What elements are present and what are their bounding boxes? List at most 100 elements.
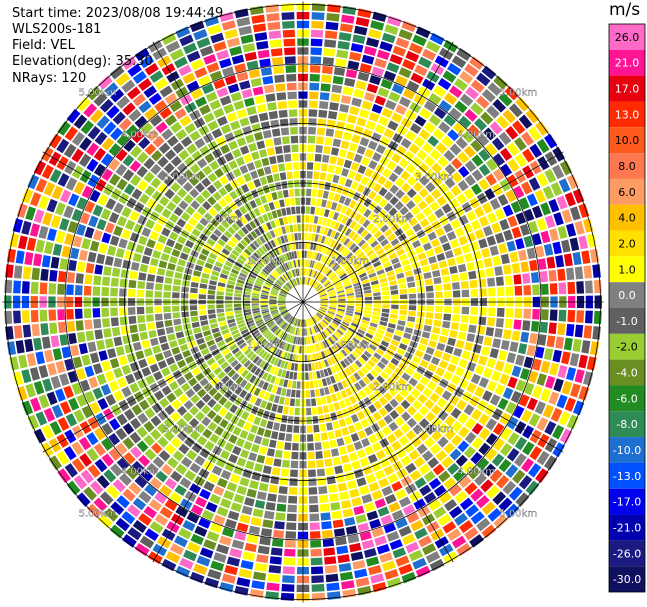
ppi-gate — [65, 413, 78, 427]
ppi-gate — [108, 212, 120, 224]
ppi-gate — [249, 395, 257, 405]
ppi-gate — [338, 296, 346, 300]
ppi-gate — [63, 446, 77, 461]
ppi-gate — [259, 418, 268, 428]
ppi-gate — [332, 383, 340, 393]
ppi-gate — [180, 305, 189, 312]
ppi-gate — [449, 107, 462, 120]
ppi-gate — [311, 233, 316, 242]
ppi-gate — [200, 248, 210, 256]
ppi-gate — [356, 251, 365, 259]
ppi-gate — [492, 491, 507, 506]
ppi-gate — [263, 283, 272, 289]
ppi-gate — [417, 305, 426, 312]
ppi-gate — [470, 288, 479, 297]
ppi-gate — [244, 285, 253, 290]
ppi-gate — [354, 334, 362, 341]
ppi-gate — [396, 348, 406, 356]
ppi-gate — [113, 257, 123, 268]
ppi-gate — [390, 339, 400, 347]
ppi-gate — [393, 165, 404, 176]
ppi-gate — [475, 334, 484, 345]
ppi-gate — [84, 274, 93, 285]
ppi-gate — [71, 382, 83, 396]
ppi-gate — [44, 349, 54, 363]
ppi-gate — [301, 277, 303, 285]
ppi-gate — [458, 235, 468, 246]
ppi-gate — [125, 219, 136, 231]
ppi-gate — [234, 293, 242, 297]
ppi-gate — [268, 155, 277, 165]
ppi-gate — [122, 488, 136, 502]
ppi-gate — [352, 403, 361, 413]
ppi-gate — [505, 308, 514, 318]
ppi-gate — [366, 268, 375, 275]
ppi-gate — [249, 220, 257, 229]
ppi-gate — [399, 310, 408, 316]
ppi-gate — [393, 382, 403, 392]
ppi-gate — [295, 268, 299, 277]
ppi-gate — [395, 555, 410, 567]
ppi-gate — [309, 260, 313, 268]
ppi-gate — [357, 522, 370, 533]
ppi-gate — [450, 185, 462, 197]
ppi-gate — [392, 45, 407, 57]
ppi-gate — [104, 222, 115, 234]
ppi-gate — [243, 348, 252, 356]
ppi-gate — [278, 297, 286, 300]
ppi-gate — [539, 321, 549, 334]
ppi-gate — [246, 362, 255, 371]
range-ring-label: 4.00km — [121, 466, 159, 477]
ppi-gate — [92, 204, 104, 217]
ppi-gate — [324, 328, 331, 336]
ppi-gate — [417, 343, 427, 352]
ppi-gate — [474, 364, 485, 376]
range-ring-label: 4.00km — [457, 130, 495, 141]
ppi-gate — [276, 318, 283, 324]
ppi-gate — [134, 475, 148, 489]
ppi-gate — [152, 250, 162, 259]
ppi-gate — [246, 279, 254, 285]
ppi-gate — [338, 149, 348, 158]
ppi-gate — [256, 554, 269, 564]
ppi-gate — [246, 337, 254, 344]
ppi-gate — [372, 216, 381, 225]
ppi-gate — [190, 281, 199, 288]
ppi-gate — [454, 490, 468, 504]
colorbar-swatch — [609, 230, 645, 257]
ppi-gate — [465, 86, 480, 100]
ppi-gate — [376, 248, 385, 256]
ppi-gate — [119, 288, 127, 297]
ppi-gate — [176, 418, 187, 429]
ppi-gate — [285, 370, 290, 379]
ppi-gate — [363, 310, 372, 315]
ppi-gate — [253, 416, 262, 426]
ppi-gate — [305, 268, 308, 276]
ppi-gate — [338, 32, 352, 42]
ppi-gate — [219, 273, 228, 280]
ppi-gate — [265, 502, 276, 511]
ppi-gate — [175, 565, 191, 578]
ppi-gate — [335, 266, 342, 274]
ppi-gate — [528, 413, 541, 427]
ppi-gate — [522, 320, 531, 331]
ppi-gate — [337, 223, 345, 232]
ppi-gate — [130, 333, 140, 343]
ppi-gate — [454, 513, 468, 526]
ppi-gate — [256, 168, 265, 177]
ppi-gate — [50, 375, 62, 389]
ppi-gate — [311, 270, 316, 278]
ppi-gate — [246, 488, 257, 498]
ppi-gate — [278, 320, 285, 327]
ppi-gate — [269, 39, 282, 48]
ppi-gate — [297, 363, 302, 372]
ppi-gate — [270, 309, 278, 314]
ppi-gate — [297, 372, 301, 380]
ppi-gate — [416, 286, 425, 293]
ppi-gate — [223, 490, 235, 501]
ppi-gate — [422, 242, 432, 251]
ppi-gate — [138, 513, 152, 526]
ppi-gate — [422, 387, 433, 398]
nrays-label: NRays: 120 — [12, 71, 87, 86]
ppi-gate — [123, 408, 136, 421]
